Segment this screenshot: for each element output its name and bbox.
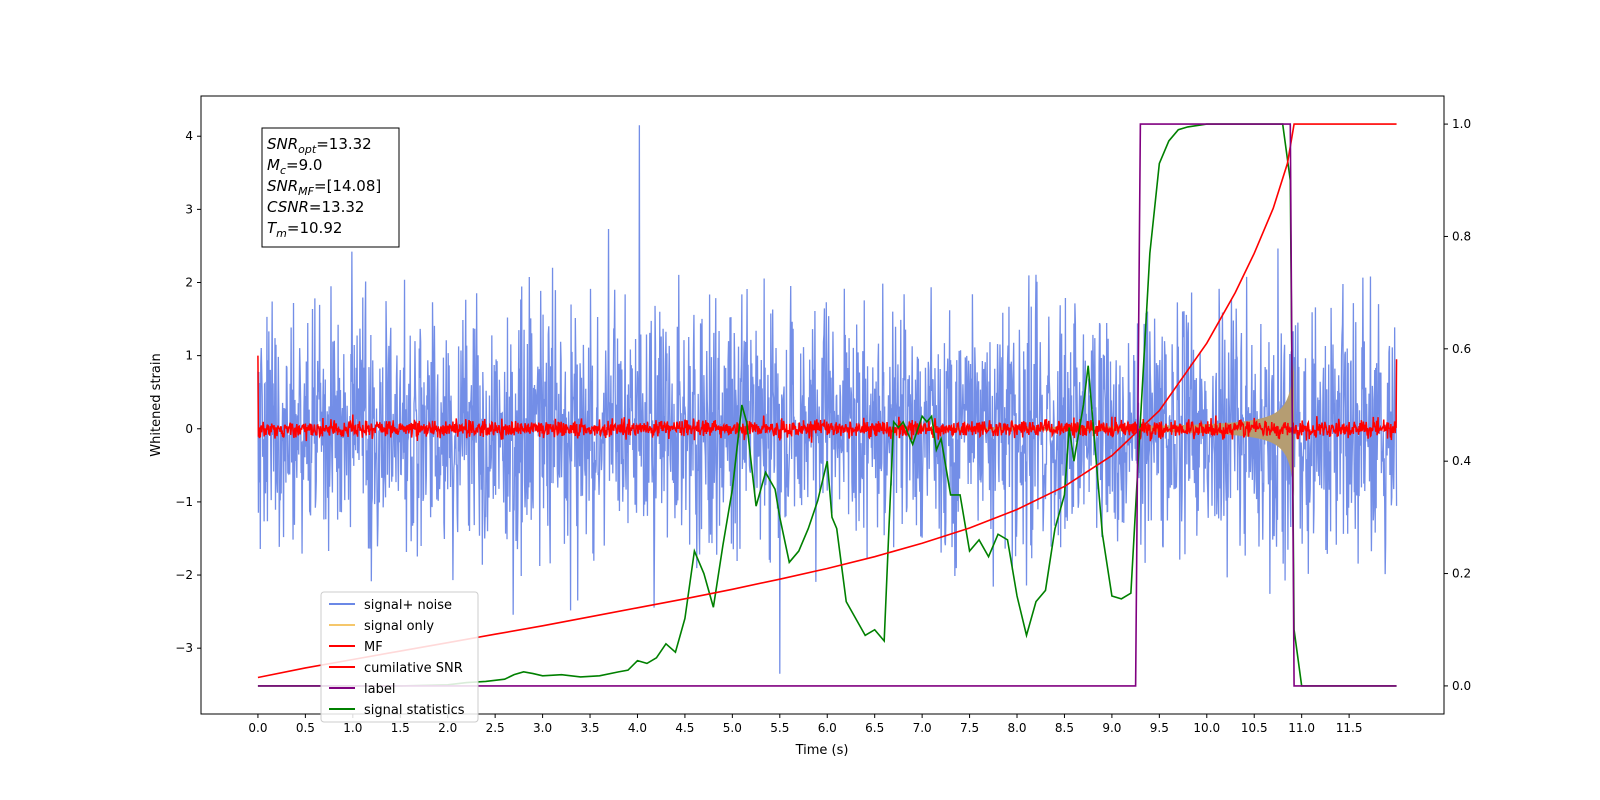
legend-label: label xyxy=(364,682,395,697)
y2-tick-label: 0.2 xyxy=(1452,567,1471,581)
y-tick-label: 0 xyxy=(185,422,193,436)
mf-series xyxy=(257,355,1398,443)
x-axis-label: Time (s) xyxy=(795,743,849,758)
x-tick-label: 4.5 xyxy=(675,721,694,735)
x-tick-label: 2.5 xyxy=(486,721,505,735)
x-tick-label: 11.5 xyxy=(1336,721,1363,735)
x-tick-label: 8.0 xyxy=(1007,721,1026,735)
x-tick-label: 6.5 xyxy=(865,721,884,735)
info-line: SNRMF=[14.08] xyxy=(267,177,381,198)
signal-statistics-line xyxy=(257,123,1397,687)
x-tick-label: 9.5 xyxy=(1150,721,1169,735)
y-tick-label: 4 xyxy=(185,129,193,143)
y2-tick-label: 0.0 xyxy=(1452,679,1471,693)
x-tick-label: 5.0 xyxy=(723,721,742,735)
legend-label: MF xyxy=(364,640,383,655)
info-line: SNRopt=13.32 xyxy=(267,135,372,156)
legend-label: signal+ noise xyxy=(364,598,452,613)
x-tick-label: 2.0 xyxy=(438,721,457,735)
legend-label: signal statistics xyxy=(364,703,465,718)
legend-label: signal only xyxy=(364,619,434,634)
label-series xyxy=(257,123,1397,687)
info-line: CSNR=13.32 xyxy=(267,198,364,216)
axes-frame xyxy=(200,95,1445,715)
x-tick-label: 3.5 xyxy=(580,721,599,735)
y-tick-label: 3 xyxy=(185,202,193,216)
x-tick-label: 5.5 xyxy=(770,721,789,735)
info-box-frame xyxy=(261,127,400,248)
info-line: Mc=9.0 xyxy=(267,156,322,177)
y-tick-label: −3 xyxy=(175,641,193,655)
legend: signal+ noise signal only MF cumilative SNR… xyxy=(320,591,479,723)
y2-tick-label: 0.6 xyxy=(1452,342,1471,356)
axes: 0.0 0.5 1.0 1.5 2.0 2.5 3.0 3.5 4.0 4.5 5.0 5.5 6.0 6… xyxy=(175,117,1471,735)
signal-noise-series xyxy=(257,125,1398,674)
x-tick-label: 8.5 xyxy=(1055,721,1074,735)
y-axis-label: Whitened strain xyxy=(149,353,164,456)
x-tick-label: 4.0 xyxy=(628,721,647,735)
y-tick-label: −1 xyxy=(175,495,193,509)
info-annotation: SNRopt=13.32Mc=9.0SNRMF=[14.08]CSNR=13.3… xyxy=(261,127,400,248)
y-tick-label: 1 xyxy=(185,349,193,363)
legend-frame xyxy=(320,591,479,723)
y2-tick-label: 0.8 xyxy=(1452,229,1471,243)
x-tick-label: 0.5 xyxy=(296,721,315,735)
legend-label: cumilative SNR xyxy=(364,661,463,676)
label-line xyxy=(257,123,1397,687)
x-tick-label: 1.5 xyxy=(391,721,410,735)
y-tick-label: −2 xyxy=(175,568,193,582)
x-tick-label: 9.0 xyxy=(1102,721,1121,735)
x-tick-label: 10.0 xyxy=(1193,721,1220,735)
x-tick-label: 7.5 xyxy=(960,721,979,735)
y2-tick-label: 1.0 xyxy=(1452,117,1471,131)
x-tick-label: 7.0 xyxy=(913,721,932,735)
x-tick-label: 3.0 xyxy=(533,721,552,735)
y2-tick-label: 0.4 xyxy=(1452,454,1471,468)
x-tick-label: 10.5 xyxy=(1241,721,1268,735)
x-tick-label: 6.0 xyxy=(818,721,837,735)
signal-statistics-series xyxy=(257,123,1397,687)
x-tick-label: 0.0 xyxy=(248,721,267,735)
x-tick-label: 1.0 xyxy=(343,721,362,735)
info-line: Tm=10.92 xyxy=(267,219,342,240)
x-tick-label: 11.0 xyxy=(1288,721,1315,735)
y-tick-label: 2 xyxy=(185,275,193,289)
